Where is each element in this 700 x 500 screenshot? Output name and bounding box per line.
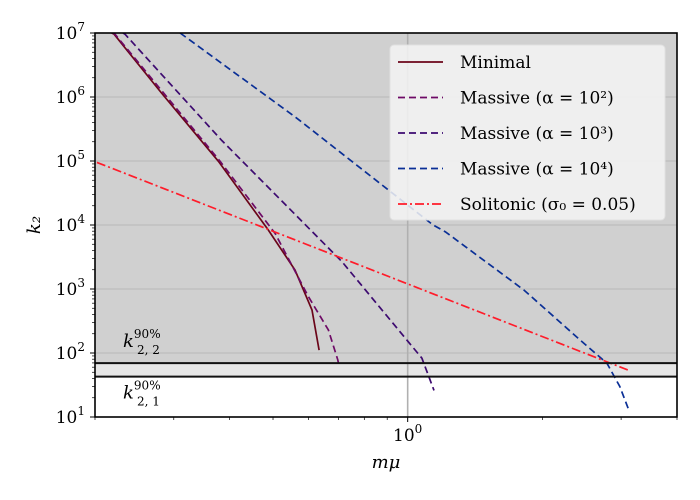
- y-tick-base: 10: [56, 216, 78, 236]
- threshold-label-base: k: [123, 383, 134, 404]
- series-line-2: [122, 33, 435, 391]
- series-line-0: [111, 33, 320, 351]
- region-between: [95, 363, 677, 377]
- threshold-label-sup: 90%: [134, 379, 161, 393]
- y-axis-label: k₂: [24, 216, 45, 234]
- y-tick-label: 107: [56, 20, 85, 44]
- y-tick-label: 106: [56, 84, 85, 108]
- legend-box: [389, 44, 666, 221]
- y-tick-exp: 2: [77, 340, 85, 354]
- legend-label-4: Solitonic (σ₀ = 0.05): [460, 195, 636, 215]
- y-tick-label: 102: [56, 340, 85, 364]
- y-tick-base: 10: [56, 24, 78, 44]
- y-tick-base: 10: [56, 344, 78, 364]
- region-below-lower: [95, 376, 677, 417]
- legend-label-3: Massive (α = 10⁴): [460, 160, 614, 180]
- y-tick-exp: 6: [77, 84, 85, 98]
- x-axis-label: mμ: [372, 452, 401, 473]
- y-tick-exp: 1: [77, 404, 85, 418]
- threshold-label-sup: 90%: [134, 327, 161, 341]
- y-tick-exp: 5: [77, 148, 85, 162]
- series-lines: [96, 33, 629, 409]
- y-tick-label: 105: [56, 148, 85, 172]
- threshold-label-sub: 2, 1: [137, 395, 160, 409]
- legend-label-2: Massive (α = 10³): [460, 124, 614, 144]
- y-tick-base: 10: [56, 88, 78, 108]
- x-tick-label: 100: [393, 422, 422, 446]
- y-tick-base: 10: [56, 280, 78, 300]
- threshold-label-base: k: [123, 331, 134, 352]
- x-tick-base: 10: [393, 426, 415, 446]
- y-tick-label: 101: [56, 404, 85, 428]
- threshold-label-sub: 2, 2: [137, 343, 160, 357]
- y-tick-exp: 7: [77, 20, 85, 34]
- y-tick-exp: 4: [77, 212, 85, 226]
- y-tick-exp: 3: [77, 276, 85, 290]
- legend-label-1: Massive (α = 10²): [460, 89, 614, 109]
- legend: Minimal Massive (α = 10²) Massive (α = 10³…: [389, 44, 666, 221]
- y-tick-base: 10: [56, 408, 78, 428]
- threshold-label-0: k90% 2, 2: [123, 327, 161, 357]
- series-line-4: [96, 161, 629, 371]
- y-tick-base: 10: [56, 152, 78, 172]
- y-tick-label: 104: [56, 212, 86, 236]
- legend-label-0: Minimal: [460, 53, 531, 73]
- y-tick-label: 103: [56, 276, 85, 300]
- series-line-3: [179, 33, 629, 409]
- x-tick-exp: 0: [415, 422, 423, 436]
- threshold-label-1: k90% 2, 1: [123, 379, 161, 409]
